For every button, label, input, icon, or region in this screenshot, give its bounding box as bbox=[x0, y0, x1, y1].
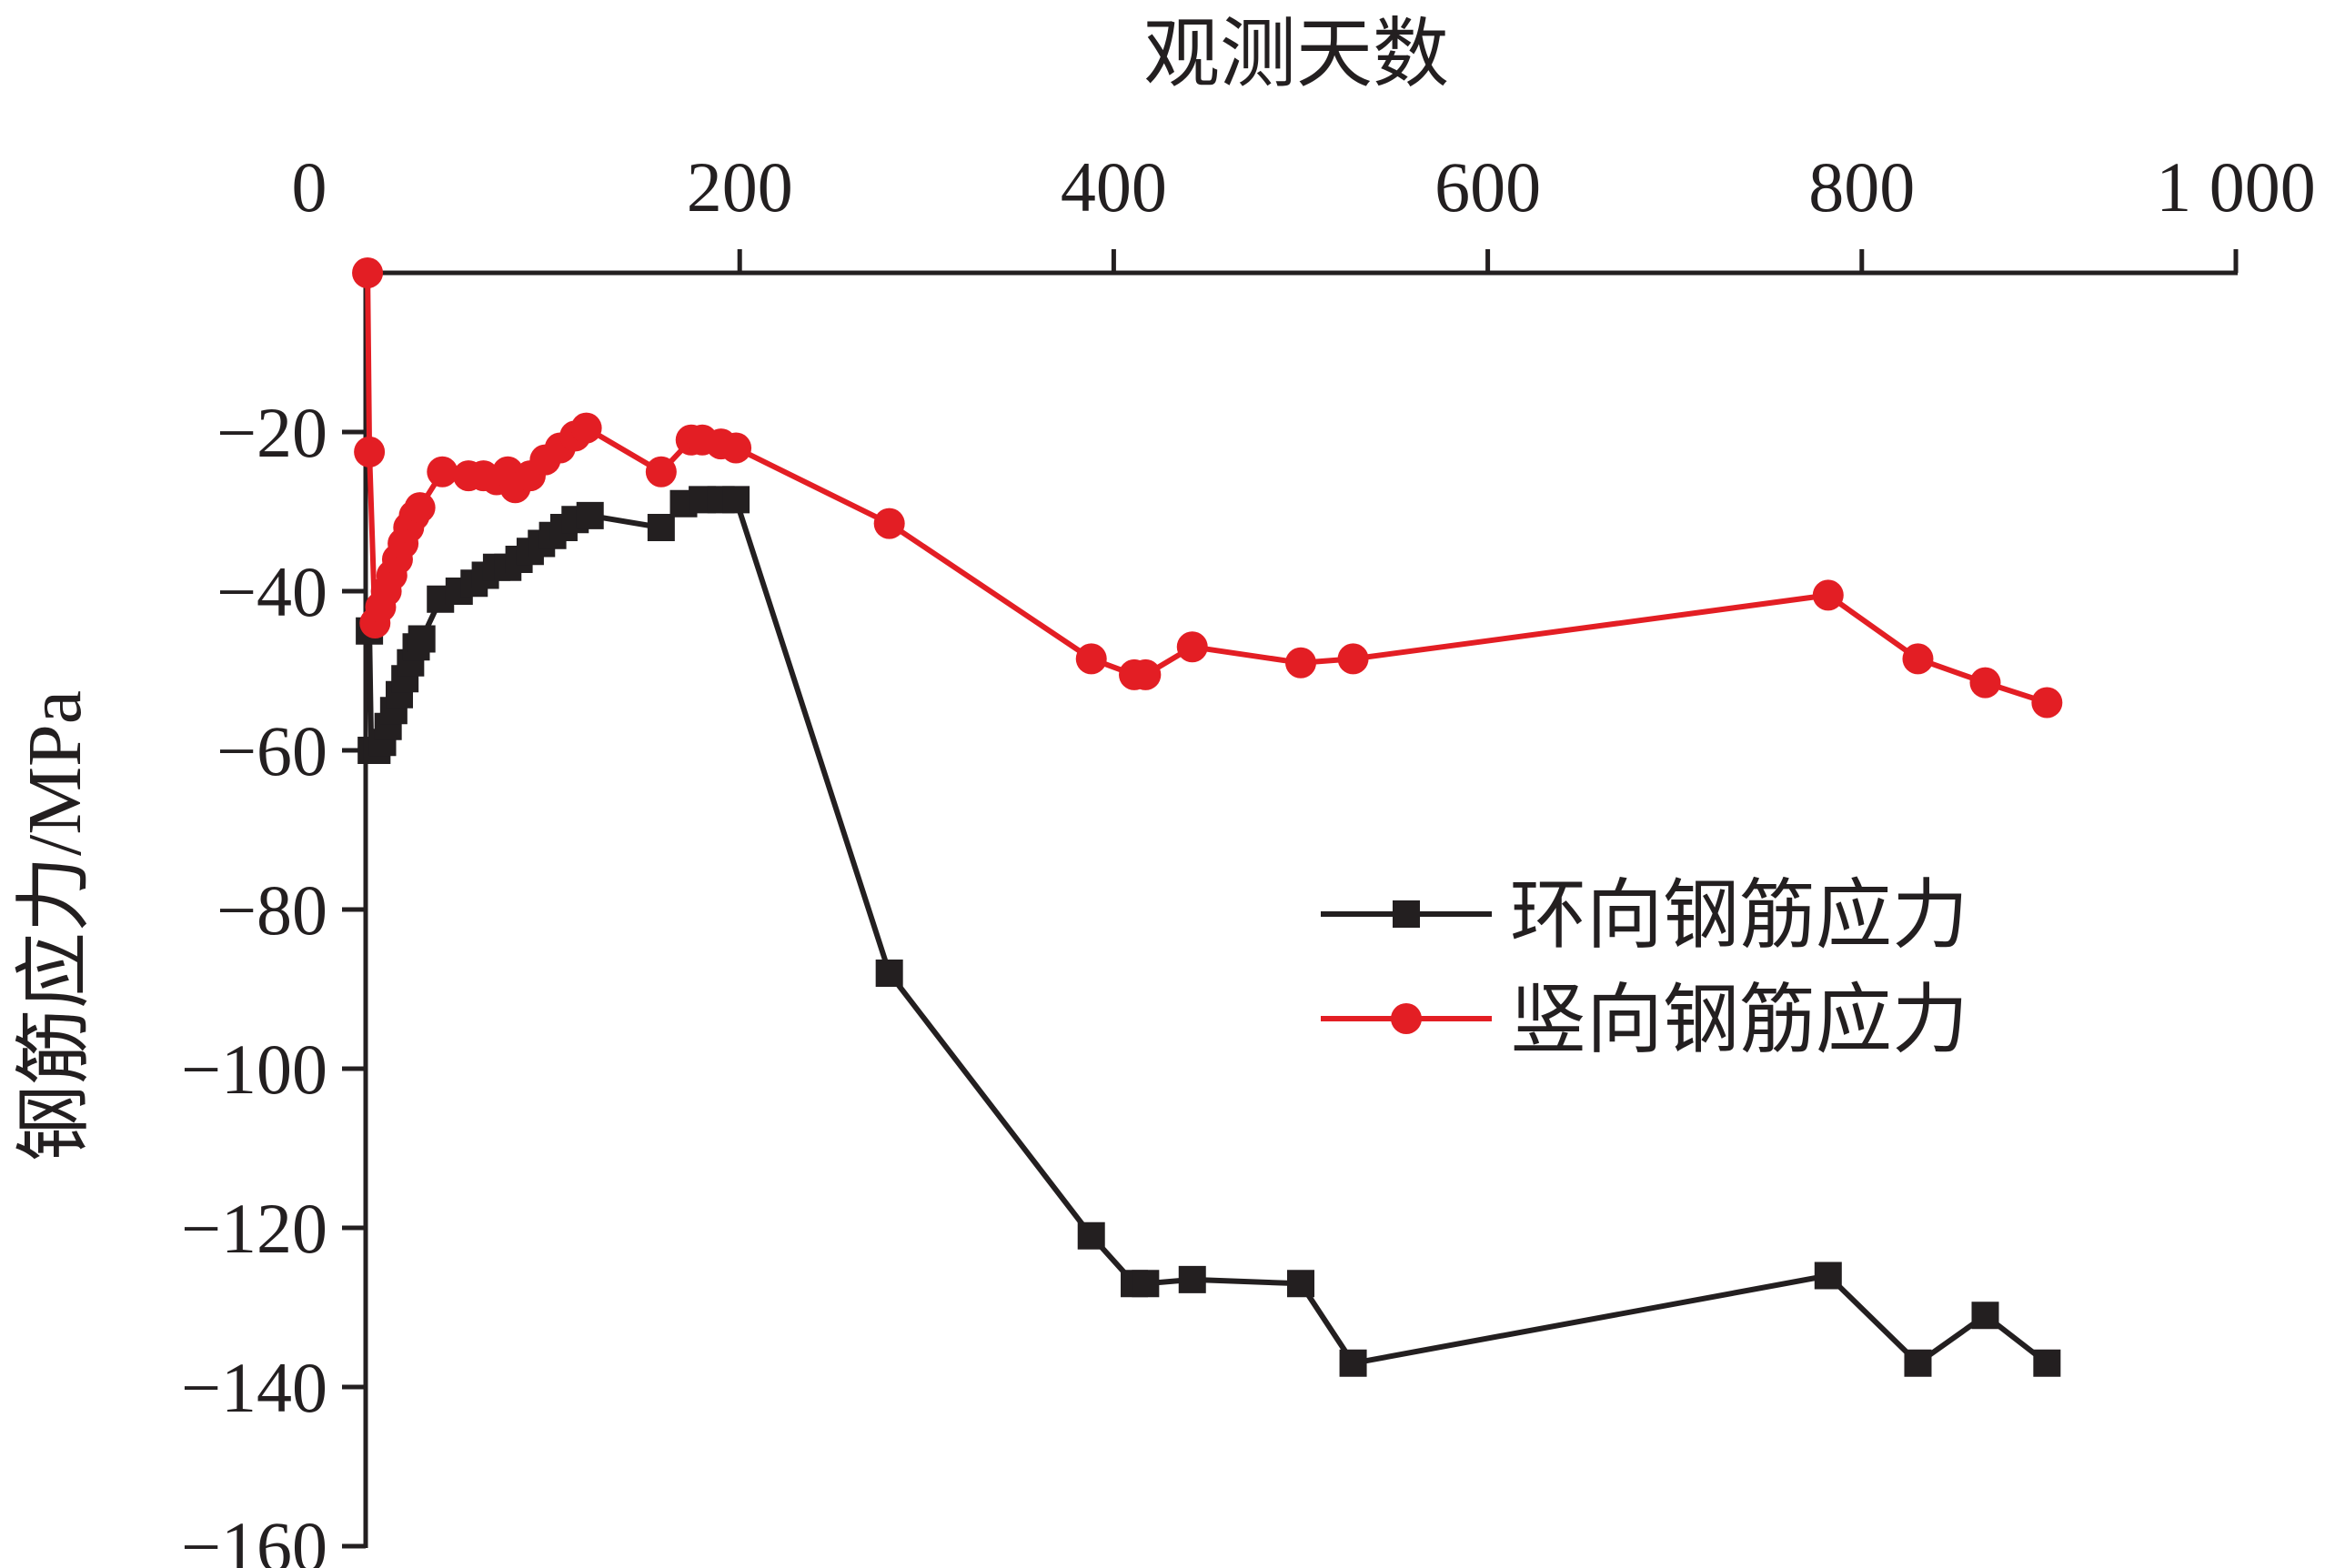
legend-label: 竖向钢筋应力 bbox=[1510, 979, 1968, 1063]
data-point bbox=[408, 625, 436, 653]
y-tick-label: −80 bbox=[216, 870, 327, 950]
legend-item: 竖向钢筋应力 bbox=[1321, 979, 1968, 1063]
legend-marker bbox=[1391, 1003, 1422, 1034]
data-point bbox=[1077, 1221, 1105, 1250]
data-point bbox=[404, 492, 436, 524]
data-point bbox=[570, 412, 602, 444]
data-point bbox=[873, 508, 905, 539]
x-axis-title: 观测天数 bbox=[1143, 13, 1449, 97]
data-point bbox=[1339, 1349, 1367, 1377]
x-tick-label: 200 bbox=[687, 147, 793, 226]
data-point bbox=[352, 257, 384, 288]
data-point bbox=[875, 960, 903, 987]
y-tick-label: −160 bbox=[181, 1507, 327, 1568]
data-point bbox=[1904, 1349, 1932, 1377]
x-tick-label: 0 bbox=[292, 147, 327, 226]
x-tick-label: 1 000 bbox=[2156, 147, 2316, 226]
y-tick-label: −60 bbox=[216, 711, 327, 790]
x-tick-label: 800 bbox=[1808, 147, 1915, 226]
x-tick-label: 600 bbox=[1434, 147, 1541, 226]
y-tick-label: −140 bbox=[181, 1348, 327, 1427]
data-point bbox=[1132, 1270, 1160, 1298]
x-tick-label: 400 bbox=[1061, 147, 1167, 226]
legend-marker bbox=[1393, 900, 1420, 928]
x-axis-ticks: 0 200 400 600 800 1 000 bbox=[292, 147, 2316, 273]
series-2 bbox=[352, 257, 2063, 719]
data-point bbox=[1814, 1261, 1842, 1290]
data-point bbox=[720, 432, 752, 464]
data-point bbox=[2031, 687, 2063, 719]
y-tick-label: −100 bbox=[181, 1030, 327, 1109]
y-tick-label: −20 bbox=[216, 393, 327, 472]
data-point bbox=[576, 501, 604, 529]
data-point bbox=[1969, 667, 2001, 699]
series-line bbox=[365, 272, 2048, 706]
data-point bbox=[1176, 631, 1208, 663]
data-point bbox=[1902, 643, 1934, 675]
data-point bbox=[1287, 1270, 1314, 1298]
data-point bbox=[1812, 579, 1844, 611]
y-tick-label: −40 bbox=[216, 552, 327, 631]
data-point bbox=[427, 456, 458, 487]
data-point bbox=[645, 456, 677, 487]
legend-label: 环向钢筋应力 bbox=[1510, 874, 1968, 959]
legend-item: 环向钢筋应力 bbox=[1321, 874, 1968, 959]
series-layer bbox=[352, 257, 2063, 1377]
data-point bbox=[1337, 643, 1369, 675]
y-tick-label: −120 bbox=[181, 1189, 327, 1268]
data-point bbox=[1075, 643, 1107, 675]
data-point bbox=[1971, 1302, 1999, 1330]
series-1 bbox=[356, 486, 2061, 1377]
data-point bbox=[354, 436, 386, 467]
data-point bbox=[2033, 1349, 2061, 1377]
y-axis-ticks: −20 −40 −60 −80 −100 −120 −140 −160 bbox=[181, 393, 366, 1568]
data-point bbox=[1178, 1265, 1206, 1293]
data-point bbox=[647, 514, 675, 541]
data-point bbox=[1285, 647, 1316, 678]
data-point bbox=[1130, 658, 1162, 690]
y-axis-title: 钢筋应力/MPa bbox=[13, 690, 97, 1161]
data-point bbox=[722, 486, 750, 514]
